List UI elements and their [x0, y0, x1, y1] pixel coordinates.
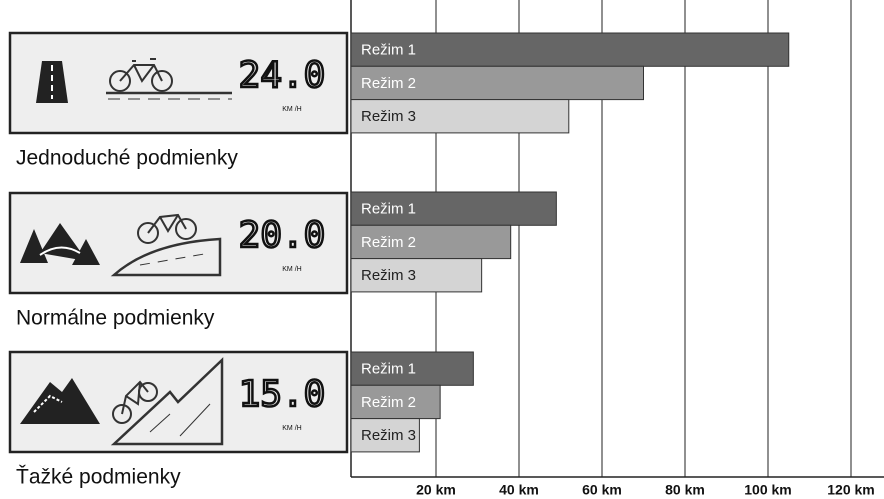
bar-label: Režim 3: [361, 427, 416, 444]
bar-label: Režim 1: [361, 42, 416, 59]
condition-panel: [8, 31, 349, 135]
bar: [350, 418, 420, 453]
x-tick-label: 100 km: [744, 482, 791, 498]
x-tick-label: 80 km: [665, 482, 705, 498]
bar: [350, 32, 790, 67]
bar: [350, 99, 570, 134]
condition-panel: [8, 350, 349, 454]
bar-label: Režim 1: [361, 201, 416, 218]
condition-label: Jednoduché podmienky: [16, 147, 238, 170]
condition-label: Ťažké podmienky: [16, 466, 181, 489]
bar-label: Režim 2: [361, 234, 416, 251]
speed-unit: KM /H: [282, 425, 301, 432]
bar: [350, 258, 483, 293]
bar: [350, 191, 557, 226]
speed-display: 15.0: [239, 374, 326, 415]
x-tick-label: 40 km: [499, 482, 539, 498]
bar-label: Režim 2: [361, 394, 416, 411]
speed-display: 24.0: [239, 55, 326, 96]
bar-label: Režim 2: [361, 75, 416, 92]
condition-panel: [8, 191, 349, 295]
bar-label: Režim 3: [361, 267, 416, 284]
speed-unit: KM /H: [282, 106, 301, 113]
bar-label: Režim 3: [361, 108, 416, 125]
speed-display: 20.0: [239, 215, 326, 256]
x-tick-label: 60 km: [582, 482, 622, 498]
bar: [350, 224, 512, 260]
bar: [350, 65, 644, 101]
x-tick-label: 120 km: [827, 482, 874, 498]
bar-label: Režim 1: [361, 361, 416, 378]
x-tick-label: 20 km: [416, 482, 456, 498]
condition-label: Normálne podmienky: [16, 307, 215, 330]
speed-unit: KM /H: [282, 266, 301, 273]
